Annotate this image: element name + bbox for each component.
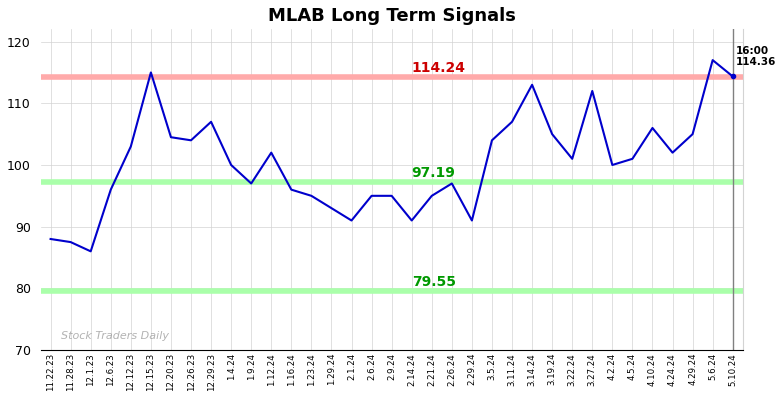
Text: 16:00
114.36: 16:00 114.36 bbox=[735, 45, 776, 67]
Text: Stock Traders Daily: Stock Traders Daily bbox=[60, 331, 169, 341]
Title: MLAB Long Term Signals: MLAB Long Term Signals bbox=[267, 7, 516, 25]
Text: 114.24: 114.24 bbox=[412, 60, 466, 75]
Text: 79.55: 79.55 bbox=[412, 275, 456, 289]
Text: 97.19: 97.19 bbox=[412, 166, 456, 180]
